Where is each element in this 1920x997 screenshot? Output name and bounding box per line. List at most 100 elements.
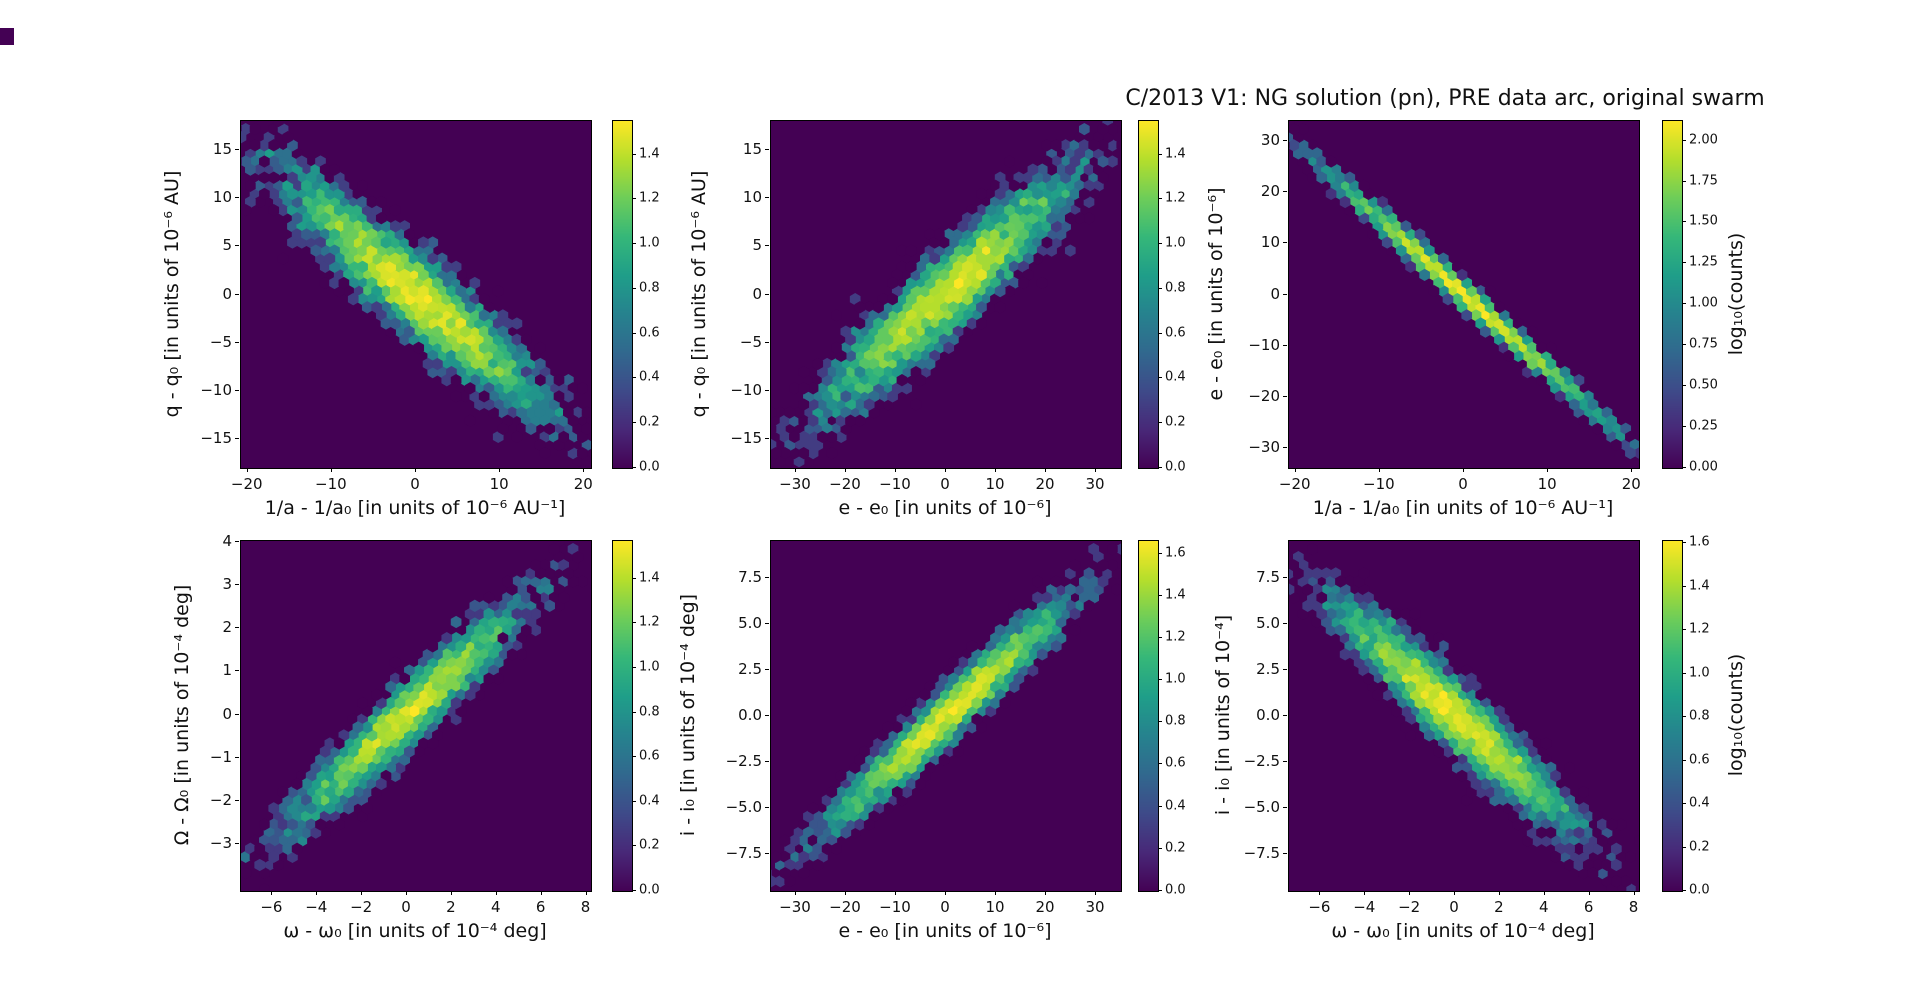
- y-tick-mark: [765, 715, 769, 716]
- y-tick-mark: [765, 853, 769, 855]
- y-tick-label: −5: [209, 332, 232, 351]
- colorbar-tick-label: 1.0: [1165, 671, 1186, 687]
- x-axis-label: e - e₀ [in units of 10⁻⁶]: [838, 497, 1052, 519]
- x-tick-mark: [415, 468, 416, 472]
- colorbar-tick-label: 0.4: [1165, 369, 1186, 385]
- y-tick-mark: [1283, 446, 1287, 448]
- x-tick-mark: [1588, 891, 1590, 895]
- colorbar-tick-mark: [632, 377, 636, 379]
- colorbar-tick-mark: [632, 756, 636, 758]
- colorbar-tick-mark: [1682, 303, 1686, 305]
- x-tick-mark: [1547, 468, 1549, 472]
- x-tick-mark: [845, 468, 846, 472]
- colorbar-tick-mark: [1158, 198, 1162, 200]
- colorbar-tick-mark: [1158, 332, 1162, 334]
- y-tick-mark: [765, 341, 769, 343]
- y-tick-label: −15: [200, 429, 232, 448]
- x-tick-mark: [995, 468, 996, 472]
- colorbar-tick-label: 0.00: [1689, 459, 1718, 475]
- x-tick-label: 8: [580, 898, 591, 916]
- x-tick-mark: [406, 891, 408, 895]
- colorbar-tick-label: 2.00: [1689, 132, 1718, 148]
- y-tick-label: 0: [222, 284, 232, 303]
- colorbar-tick-mark: [632, 622, 636, 624]
- x-tick-label: −10: [879, 898, 911, 916]
- colorbar-tick-label: 1.25: [1689, 254, 1718, 270]
- colorbar-tick-label: 1.2: [1165, 629, 1186, 645]
- colorbar-tick-mark: [1158, 721, 1162, 723]
- x-tick-label: −30: [779, 898, 811, 916]
- x-tick-mark: [271, 891, 273, 895]
- y-tick-label: −2.5: [725, 752, 762, 771]
- x-tick-mark: [330, 468, 332, 472]
- x-axis-label: 1/a - 1/a₀ [in units of 10⁻⁶ AU⁻¹]: [1312, 497, 1614, 519]
- x-tick-mark: [1095, 891, 1096, 895]
- y-tick-label: 4: [222, 531, 232, 550]
- y-tick-label: 0: [222, 704, 232, 723]
- colorbar-tick-mark: [632, 711, 636, 713]
- y-tick-mark: [235, 389, 239, 391]
- y-tick-mark: [1283, 140, 1287, 142]
- x-axis-label: ω - ω₀ [in units of 10⁻⁴ deg]: [283, 920, 547, 942]
- colorbar-tick-mark: [632, 467, 636, 468]
- colorbar-canvas: [1138, 120, 1159, 469]
- x-tick-mark: [540, 891, 542, 895]
- colorbar-tick-label: 0.6: [639, 748, 660, 764]
- x-tick-label: −20: [829, 475, 861, 493]
- hexbin-plot-canvas: [770, 540, 1122, 892]
- y-tick-mark: [765, 576, 769, 578]
- y-tick-label: −5.0: [725, 798, 762, 817]
- y-tick-label: 0: [1270, 284, 1280, 303]
- y-tick-mark: [1283, 242, 1287, 244]
- colorbar-tick-mark: [1682, 221, 1686, 223]
- x-tick-mark: [895, 891, 896, 895]
- colorbar-tick-mark: [1682, 803, 1686, 805]
- x-tick-label: 0: [401, 898, 411, 916]
- x-tick-mark: [583, 468, 585, 472]
- x-axis-label: 1/a - 1/a₀ [in units of 10⁻⁶ AU⁻¹]: [264, 497, 566, 519]
- colorbar-tick-label: 1.0: [639, 235, 660, 251]
- y-tick-mark: [1283, 293, 1287, 295]
- colorbar-tick-label: 1.0: [639, 659, 660, 675]
- y-tick-mark: [235, 245, 239, 247]
- x-tick-mark: [895, 468, 896, 472]
- colorbar-tick-label: 0.4: [639, 369, 660, 385]
- colorbar-tick-label: 0.4: [639, 793, 660, 809]
- y-tick-label: −7.5: [1243, 844, 1280, 863]
- y-tick-mark: [235, 756, 239, 758]
- colorbar-tick-mark: [1158, 287, 1162, 289]
- colorbar-tick-mark: [1158, 636, 1162, 638]
- x-tick-mark: [995, 891, 996, 895]
- y-tick-mark: [765, 438, 769, 440]
- colorbar-tick-mark: [632, 845, 636, 847]
- colorbar-canvas: [1662, 540, 1683, 892]
- y-tick-mark: [1283, 395, 1287, 397]
- x-tick-label: 6: [535, 898, 546, 916]
- hexbin-plot-canvas: [770, 120, 1122, 469]
- x-tick-mark: [1378, 468, 1380, 472]
- colorbar-tick-label: 1.00: [1689, 295, 1718, 311]
- colorbar-tick-mark: [632, 243, 636, 245]
- colorbar-tick-mark: [1158, 243, 1162, 245]
- colorbar-tick-mark: [1682, 467, 1686, 468]
- y-tick-label: 2.5: [738, 659, 762, 678]
- colorbar-tick-mark: [632, 422, 636, 424]
- x-tick-mark: [1045, 891, 1046, 895]
- y-tick-mark: [235, 670, 239, 672]
- y-tick-label: 15: [742, 139, 762, 158]
- colorbar-tick-mark: [1158, 847, 1162, 849]
- y-tick-mark: [235, 293, 239, 295]
- y-tick-label: −5.0: [1243, 798, 1280, 817]
- colorbar-tick-mark: [1682, 262, 1686, 264]
- colorbar-tick-label: 1.0: [1689, 665, 1710, 681]
- x-tick-mark: [361, 891, 363, 895]
- x-tick-label: 20: [573, 475, 593, 493]
- colorbar-tick-mark: [1158, 153, 1162, 155]
- x-tick-label: −10: [315, 475, 347, 493]
- x-axis-label: e - e₀ [in units of 10⁻⁶]: [838, 920, 1052, 942]
- colorbar-tick-label: 0.25: [1689, 418, 1718, 434]
- colorbar-tick-mark: [1158, 679, 1162, 681]
- y-tick-mark: [1283, 761, 1287, 763]
- colorbar-tick-mark: [632, 890, 636, 891]
- y-tick-label: −10: [1248, 335, 1280, 354]
